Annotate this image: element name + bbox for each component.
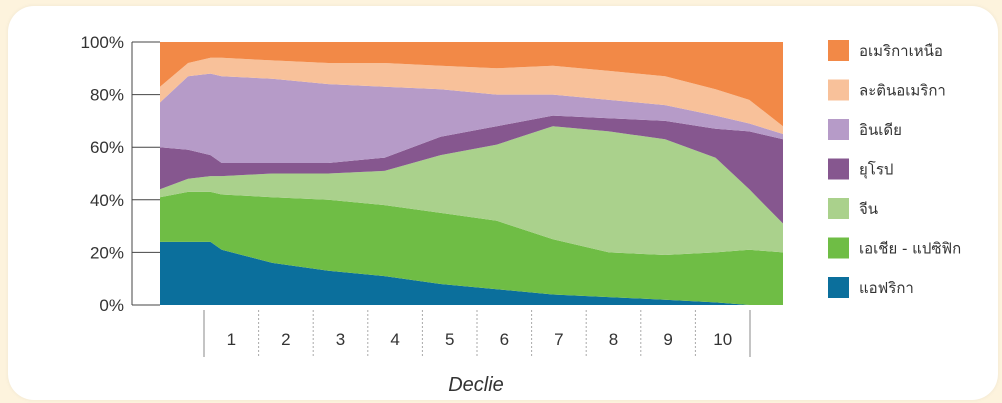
- area-series-5: [160, 57, 783, 134]
- x-tick-label: 4: [390, 330, 399, 349]
- legend-swatch: [828, 158, 849, 180]
- x-tick-label: 6: [500, 330, 509, 349]
- x-tick-label: 10: [713, 330, 732, 349]
- legend-swatch: [828, 198, 849, 219]
- y-tick-label: 100%: [81, 33, 124, 52]
- y-tick-label: 20%: [90, 243, 124, 262]
- legend: อเมริกาเหนือละตินอเมริกาอินเดียยุโรปจีนเ…: [828, 40, 961, 298]
- y-tick-label: 40%: [90, 191, 124, 210]
- legend-swatch: [828, 119, 849, 140]
- x-axis-title: Declie: [448, 374, 504, 396]
- y-tick-label: 80%: [90, 86, 124, 105]
- legend-label: แอฟริกา: [859, 279, 914, 297]
- area-series-3: [160, 115, 783, 224]
- area-layers: [160, 42, 783, 305]
- x-tick-label: 5: [445, 330, 454, 349]
- area-series-1: [160, 191, 783, 305]
- y-tick-label: 60%: [90, 138, 124, 157]
- x-tick-label: 9: [663, 330, 672, 349]
- legend-label: ละตินอเมริกา: [859, 82, 946, 100]
- legend-label: เอเชีย - แปซิฟิก: [859, 240, 961, 258]
- y-tick-label: 0%: [99, 296, 124, 315]
- legend-label: อินเดีย: [859, 121, 902, 139]
- legend-swatch: [828, 277, 849, 298]
- legend-label: อเมริกาเหนือ: [859, 42, 943, 60]
- area-series-2: [160, 126, 783, 255]
- area-series-6: [160, 42, 783, 127]
- legend-swatch: [828, 237, 849, 259]
- x-tick-label: 2: [281, 330, 290, 349]
- legend-swatch: [828, 40, 849, 61]
- area-series-0: [160, 241, 783, 305]
- legend-label: ยุโรป: [859, 161, 893, 180]
- x-tick-label: 8: [609, 330, 618, 349]
- area-series-4: [160, 73, 783, 163]
- legend-label: จีน: [859, 200, 878, 218]
- x-tick-label: 1: [227, 330, 236, 349]
- axes: 0% 20% 40% 60% 80% 100% 1 2 3 4 5 6 7 8 9 10: [81, 33, 751, 357]
- x-tick-label: 3: [336, 330, 345, 349]
- x-tick-label: 7: [554, 330, 563, 349]
- legend-swatch: [828, 79, 849, 101]
